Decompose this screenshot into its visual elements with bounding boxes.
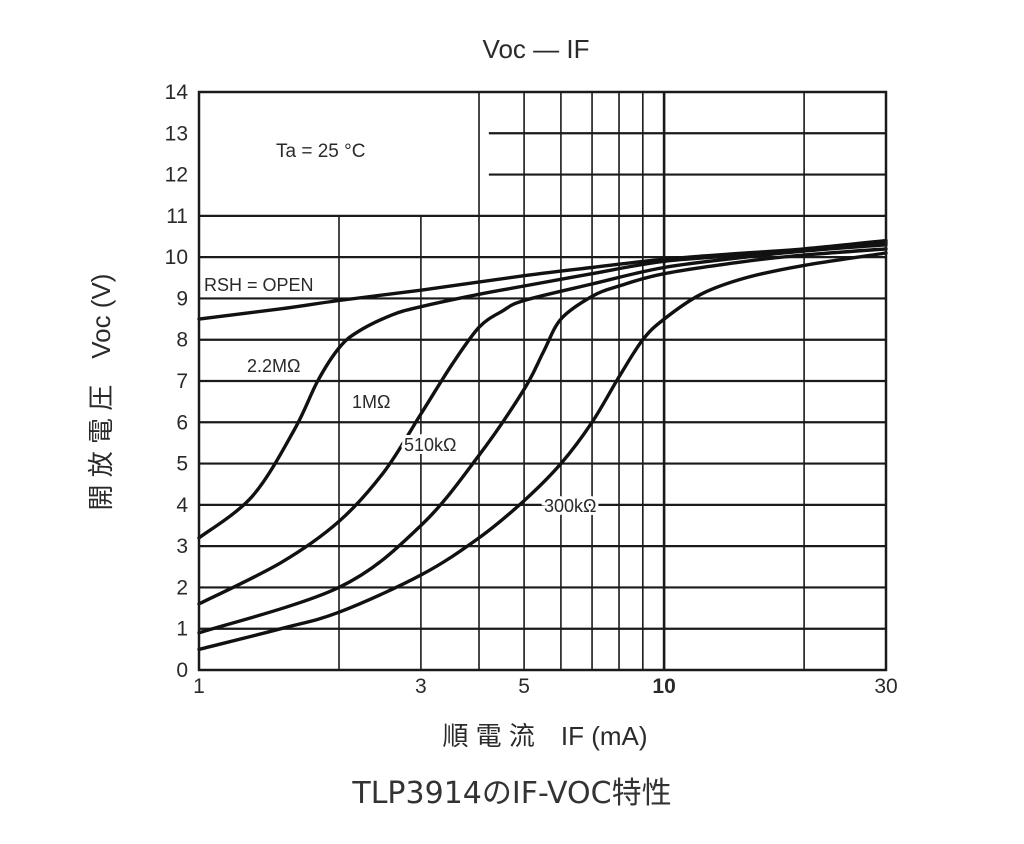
figure-caption: TLP3914のIF-VOC特性 (352, 776, 672, 811)
series-curve-0 (197, 238, 888, 321)
x-tick-label: 30 (874, 675, 897, 698)
series-label-1: 2.2MΩ (247, 356, 300, 376)
y-tick-label: 3 (176, 535, 188, 558)
x-axis-label: 順 電 流 IF (mA) (442, 721, 647, 751)
y-tick-label: 2 (176, 576, 188, 599)
x-tick-label: 10 (652, 675, 675, 698)
temperature-annotation: Ta = 25 °C (276, 141, 365, 162)
y-tick-label: 8 (176, 329, 188, 352)
series-label-4: 300kΩ (544, 496, 597, 516)
y-tick-label: 14 (165, 81, 189, 104)
y-tick-label: 9 (176, 287, 188, 310)
series-label-3: 510kΩ (404, 435, 457, 455)
y-tick-label: 6 (176, 411, 188, 434)
y-tick-label: 1 (176, 618, 188, 641)
x-tick-label: 5 (518, 675, 530, 698)
y-tick-label: 13 (165, 122, 188, 145)
series-labels: RSH = OPEN 2.2MΩ 1MΩ 510kΩ 300kΩ (201, 272, 600, 519)
y-tick-label: 12 (165, 164, 188, 187)
x-tick-label: 1 (193, 675, 205, 698)
y-tick-label: 5 (176, 453, 188, 476)
chart-title: Voc — IF (483, 34, 590, 64)
series-curve-3 (197, 247, 888, 635)
series-curve-2 (197, 243, 888, 606)
series-curve-4 (197, 251, 888, 652)
y-tick-label: 4 (176, 494, 188, 517)
y-tick-label: 10 (165, 246, 188, 269)
x-tick-label: 3 (415, 675, 427, 698)
y-axis-label: 開 放 電 圧 Voc (V) (86, 274, 116, 511)
y-tick-label: 11 (166, 205, 188, 228)
y-tick-label: 0 (176, 659, 188, 682)
grid-lines (199, 92, 886, 670)
series-label-0: RSH = OPEN (204, 275, 314, 295)
y-tick-label: 7 (176, 370, 188, 393)
data-curves (197, 238, 888, 652)
series-curve-1 (197, 241, 888, 540)
plot-frame (197, 90, 888, 672)
series-label-2: 1MΩ (352, 392, 390, 412)
